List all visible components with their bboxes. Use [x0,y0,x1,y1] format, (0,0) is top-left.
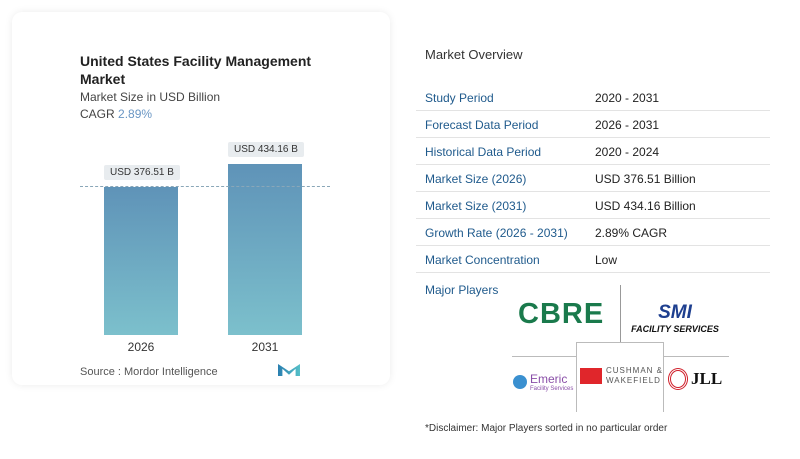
overview-row: Forecast Data Period 2026 - 2031 [416,111,770,138]
row-value: 2026 - 2031 [595,118,660,132]
row-value: USD 434.16 Billion [595,199,696,213]
data-label: USD 434.16 B [228,142,304,157]
data-label: USD 376.51 B [104,164,180,180]
row-label: Growth Rate (2026 - 2031) [425,226,568,240]
row-value: 2020 - 2031 [595,91,660,105]
row-value: Low [595,253,618,267]
x-tick-label: 2026 [127,340,155,354]
disclaimer: *Disclaimer: Major Players sorted in no … [425,423,668,434]
market-card [12,12,390,385]
overview-row: Market Size (2031) USD 434.16 Billion [416,192,770,219]
overview-row: Market Size (2026) USD 376.51 Billion [416,165,770,192]
row-value: 2020 - 2024 [595,145,660,159]
major-players-label: Major Players [425,283,499,297]
row-label: Market Size (2026) [425,172,527,186]
row-value: USD 376.51 Billion [595,172,696,186]
row-label: Market Concentration [425,253,540,267]
overview-title: Market Overview [425,47,523,62]
cagr-value: 2.89% [118,107,153,121]
bar-2031 [228,164,302,335]
x-tick-label: 2031 [251,340,279,354]
logo-cbre: CBRE [518,298,605,330]
cagr-label: CAGR [80,107,115,121]
cagr: CAGR 2.89% [80,107,152,121]
logo-emeric: Emeric Facility Services [513,372,573,392]
overview-row: Historical Data Period 2020 - 2024 [416,138,770,165]
row-label: Historical Data Period [425,145,542,159]
logo-smi: SMI FACILITY SERVICES [631,302,719,334]
overview-row: Study Period 2020 - 2031 [416,84,770,111]
row-label: Study Period [425,91,494,105]
chart-title: United States Facility Management Market [80,53,312,87]
logo-jll: JLL [668,368,722,390]
row-value: 2.89% CAGR [595,226,668,240]
row-label: Market Size (2031) [425,199,527,213]
bar-2026 [104,186,178,335]
chart-subtitle: Market Size in USD Billion [80,90,221,104]
logo-cushman-wakefield: CUSHMAN & WAKEFIELD [580,366,663,386]
source: Source : Mordor Intelligence [80,366,218,378]
overview-row: Growth Rate (2026 - 2031) 2.89% CAGR [416,219,770,246]
reference-line [80,186,330,187]
overview-row: Market Concentration Low [416,246,770,273]
row-label: Forecast Data Period [425,118,539,132]
globe-icon [513,375,527,389]
